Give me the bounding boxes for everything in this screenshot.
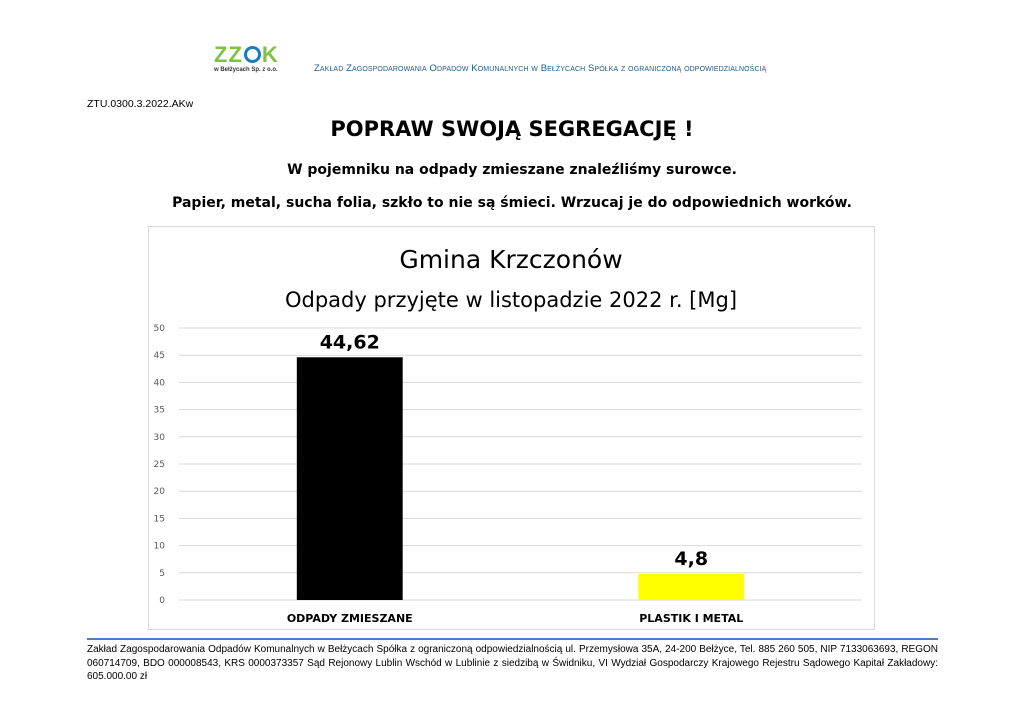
notice-line-2: Papier, metal, sucha folia, szkło to nie… [172,195,852,211]
bar [638,573,745,600]
y-tick-label: 50 [154,324,166,334]
x-category-label: PLASTIK I METAL [639,612,743,625]
page-title: POPRAW SWOJĄ SEGREGACJĘ ! [330,117,694,141]
bar-value-label: 4,8 [674,548,708,570]
notice-line-1: W pojemniku na odpady zmieszane znaleźli… [287,162,737,178]
footer-text: Zakład Zagospodarowania Odpadów Komunaln… [87,644,938,682]
y-tick-label: 10 [154,542,166,552]
chart-subtitle: Odpady przyjęte w listopadzie 2022 r. [M… [285,288,737,312]
bar [296,357,403,600]
footer-divider [87,638,938,640]
chart-frame: Gmina Krzczonów Odpady przyjęte w listop… [148,226,875,630]
y-tick-label: 0 [159,596,165,606]
y-tick-label: 15 [154,514,165,524]
y-tick-label: 25 [154,460,165,470]
bar-value-label: 44,62 [320,331,380,353]
y-tick-label: 30 [154,433,166,443]
y-tick-label: 35 [154,406,165,416]
logo-wordmark: ZZ K [214,42,279,67]
x-category-label: ODPADY ZMIESZANE [287,612,413,625]
company-logo: ZZ K w Bełżycach Sp. z o.o. [214,44,294,76]
y-tick-label: 40 [154,378,166,388]
chart-title: Gmina Krzczonów [399,245,622,274]
bar-chart: Gmina Krzczonów Odpady przyjęte w listop… [154,245,862,625]
company-header: Zakład Zagospodarowania Odpadów Komunaln… [314,63,767,74]
y-tick-label: 20 [154,487,166,497]
y-tick-label: 5 [159,569,165,579]
logo-circle-icon [243,46,261,63]
logo-subtext: w Bełżycach Sp. z o.o. [214,67,278,73]
document-reference: ZTU.0300.3.2022.AKw [87,98,194,110]
y-tick-label: 45 [154,351,165,361]
